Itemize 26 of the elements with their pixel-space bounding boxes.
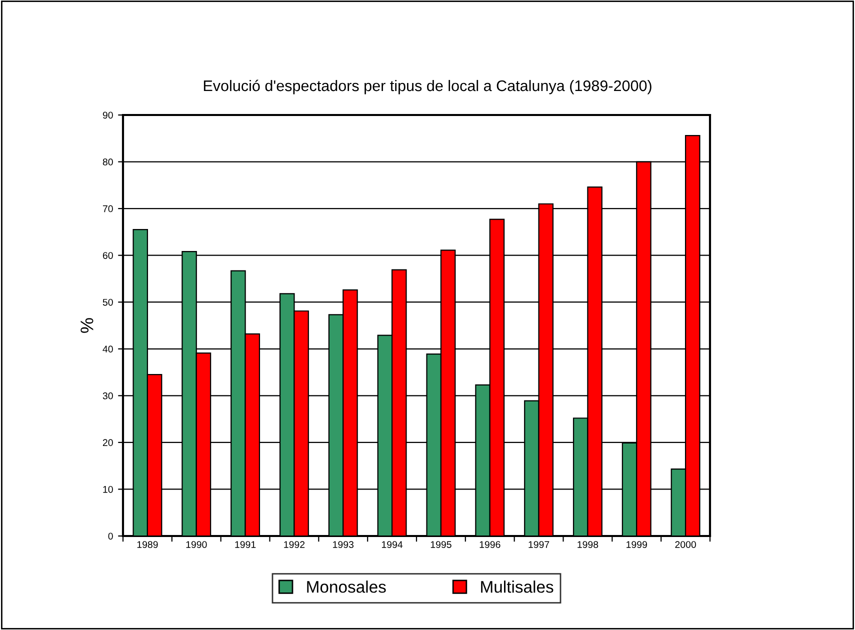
x-tick-label: 1992 [284,541,305,548]
y-tick-label: 30 [102,392,113,400]
y-tick-label: 80 [102,158,113,166]
legend-label: Multisales [481,580,554,593]
x-tick-label: 1991 [235,541,256,548]
x-tick-label: 2000 [675,541,696,548]
x-tick-label: 1995 [430,541,452,548]
y-tick-label: 0 [108,532,113,540]
y-tick-label: 60 [102,252,113,259]
y-tick-label: 40 [102,346,113,353]
legend-label: Monosales [307,580,386,593]
x-tick-label: 1997 [528,541,550,548]
x-tick-label: 1999 [626,541,647,548]
y-tick-label: 70 [102,205,113,212]
y-tick-label: 90 [102,112,113,119]
y-tick-label: 20 [102,439,113,446]
chart-title: Evolució d'espectadors per tipus de local a Catalunya (1989-2000) [204,80,652,94]
x-tick-label: 1996 [480,541,500,548]
y-tick-label: 10 [103,486,113,493]
y-tick-label: 50 [102,298,113,306]
x-tick-label: 1998 [578,541,598,548]
y-axis-title: % [80,318,94,333]
x-tick-label: 1989 [137,541,158,548]
x-tick-label: 1993 [333,541,354,548]
x-tick-label: 1990 [186,541,207,548]
x-tick-label: 1994 [382,541,403,548]
